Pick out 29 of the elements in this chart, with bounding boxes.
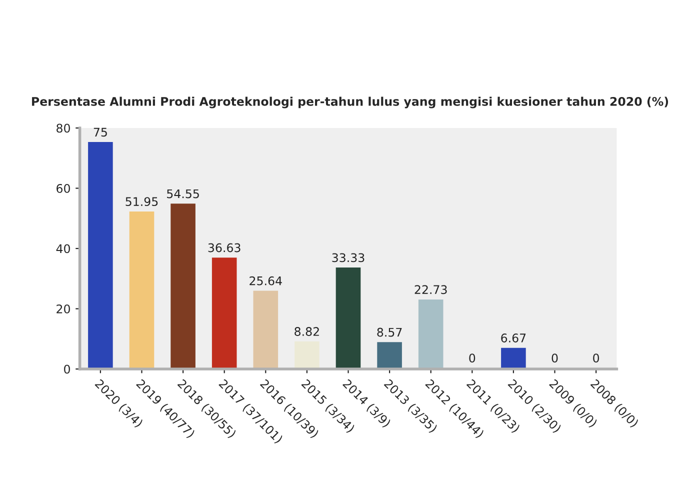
y-tick-label: 0 bbox=[64, 364, 70, 374]
data-label: 25.64 bbox=[250, 276, 282, 286]
y-tick-label: 60 bbox=[56, 184, 70, 193]
bar bbox=[377, 342, 402, 369]
bar bbox=[418, 299, 444, 369]
data-label: 0 bbox=[552, 354, 558, 363]
data-label: 22.73 bbox=[414, 285, 447, 294]
data-label: 8.57 bbox=[377, 328, 402, 337]
data-label: 6.67 bbox=[501, 334, 526, 342]
data-label: 0 bbox=[593, 354, 600, 363]
data-label: 51.95 bbox=[126, 197, 158, 206]
y-tick-label: 20 bbox=[56, 304, 70, 314]
bar bbox=[294, 341, 320, 369]
bar bbox=[88, 142, 113, 369]
data-label: 54.55 bbox=[167, 189, 199, 198]
data-label: 75 bbox=[94, 128, 107, 137]
data-label: 33.33 bbox=[332, 253, 364, 262]
y-tick-label: 40 bbox=[56, 244, 70, 254]
bar bbox=[336, 268, 361, 369]
bar bbox=[129, 211, 154, 369]
data-label: 36.63 bbox=[208, 243, 240, 252]
bar bbox=[501, 348, 526, 369]
bar bbox=[170, 204, 196, 369]
data-label: 8.82 bbox=[294, 327, 319, 336]
chart-title: Persentase Alumni Prodi Agroteknologi per-tahun lulus yang mengisi kuesioner tahun 2020 (%) bbox=[32, 96, 668, 108]
data-label: 0 bbox=[469, 354, 476, 363]
bar bbox=[212, 258, 237, 369]
y-tick-label: 80 bbox=[56, 124, 70, 133]
bar bbox=[253, 290, 278, 369]
